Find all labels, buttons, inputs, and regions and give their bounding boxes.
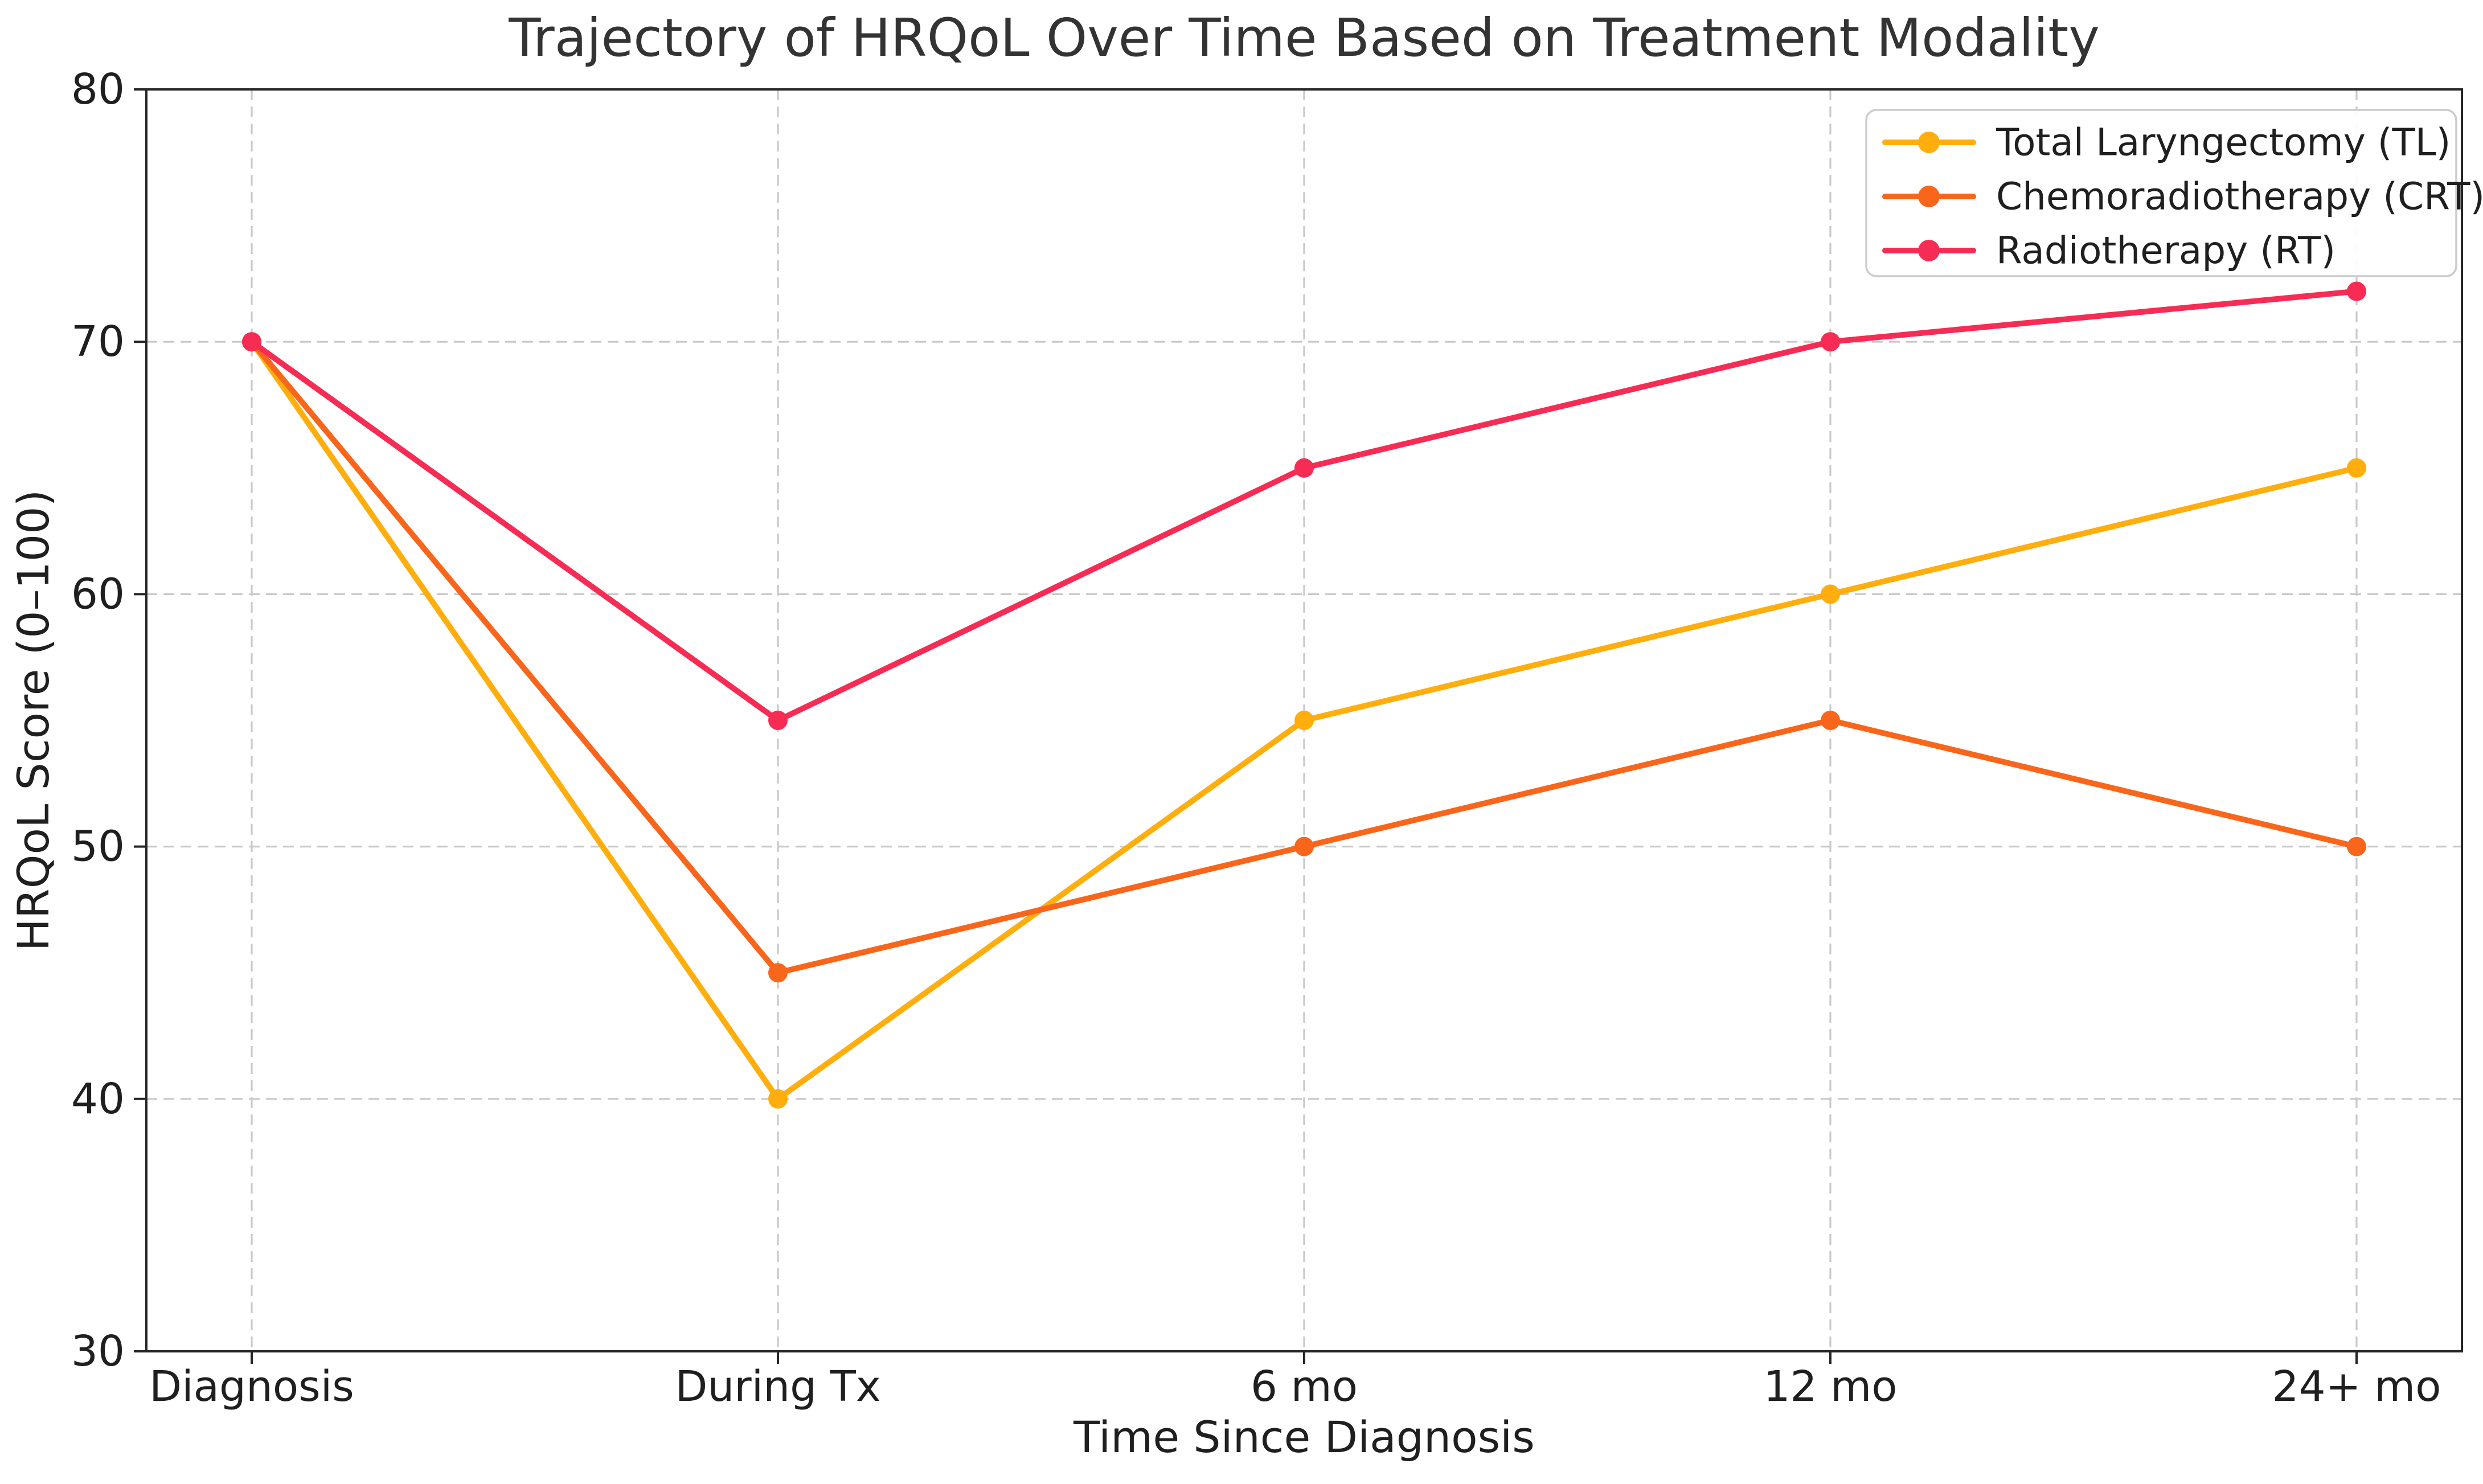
data-series-layer: [242, 281, 2366, 1109]
y-tick-label: 40: [71, 1075, 125, 1124]
data-point-marker-radiotherapy-rt: [1821, 332, 1840, 352]
data-point-marker-radiotherapy-rt: [1294, 458, 1314, 478]
legend-layer: Total Laryngectomy (TL) Chemoradiotherapy…: [1865, 109, 2483, 277]
x-tick-label: 24+ mo: [2272, 1362, 2441, 1411]
data-point-marker-chemoradiotherapy-crt: [1821, 711, 1840, 730]
data-point-marker-radiotherapy-rt: [768, 711, 788, 730]
legend-marker-sample: [1918, 240, 1940, 261]
legend-label: Total Laryngectomy (TL): [1996, 121, 2451, 165]
y-tick-label: 30: [71, 1327, 125, 1376]
y-axis-label: HRQoL Score (0–100): [8, 490, 59, 952]
data-point-marker-chemoradiotherapy-crt: [768, 963, 788, 983]
y-tick-label: 70: [71, 317, 125, 366]
legend-marker-sample: [1918, 132, 1940, 153]
data-point-marker-radiotherapy-rt: [2347, 281, 2366, 301]
data-point-marker-chemoradiotherapy-crt: [1294, 837, 1314, 856]
data-point-marker-total-laryngectomy-tl: [2347, 458, 2366, 478]
x-tick-label: During Tx: [675, 1362, 880, 1411]
data-point-marker-total-laryngectomy-tl: [768, 1089, 788, 1109]
tick-marks-layer: 30 40 50 60 70 80 Diagnosis During Tx 6 mo 12 mo 2…: [71, 65, 2441, 1411]
x-tick-label: Diagnosis: [149, 1362, 354, 1411]
legend-box: [1865, 109, 2457, 277]
legend-marker-sample: [1918, 186, 1940, 207]
data-point-marker-chemoradiotherapy-crt: [2347, 837, 2366, 856]
legend-label: Radiotherapy (RT): [1996, 229, 2336, 273]
x-tick-label: 6 mo: [1251, 1362, 1358, 1411]
chart-title: Trajectory of HRQoL Over Time Based on T…: [508, 7, 2100, 68]
data-point-marker-radiotherapy-rt: [242, 332, 261, 352]
x-tick-label: 12 mo: [1763, 1362, 1897, 1411]
y-tick-label: 50: [71, 822, 125, 871]
y-tick-label: 80: [71, 65, 125, 114]
data-point-marker-total-laryngectomy-tl: [1821, 584, 1840, 604]
x-axis-label: Time Since Diagnosis: [1073, 1412, 1535, 1462]
legend-label: Chemoradiotherapy (CRT): [1996, 175, 2483, 219]
data-point-marker-total-laryngectomy-tl: [1294, 711, 1314, 730]
y-tick-label: 60: [71, 569, 125, 618]
